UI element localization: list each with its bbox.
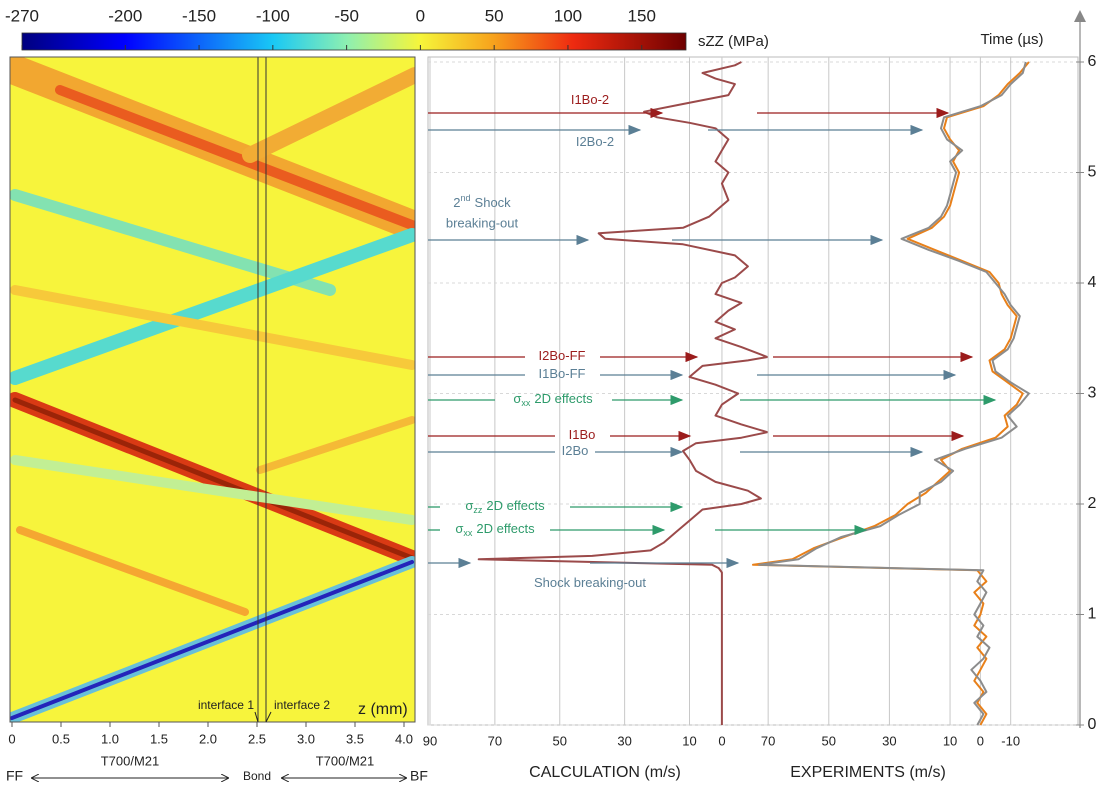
annotation-text: σ [465,498,473,513]
annotation-text: 2D effects [534,391,593,406]
annotation: σxx 2D effects [455,521,535,538]
x-tick-label: 10 [682,733,696,748]
x-tick-label: 0 [718,733,725,748]
annotation: I1Bo [569,427,596,442]
leader [254,711,259,723]
annotation: interface 2 [274,698,330,712]
annotation-text: I1Bo-2 [571,92,609,107]
annotation-subscript: xx [463,528,473,538]
x-tick-label: 10 [943,733,957,748]
annotation: σxx 2D effects [513,391,593,408]
x-tick-label: 70 [488,733,502,748]
annotation-text: I2Bo-FF [539,348,586,363]
x-tick-label: 2.5 [248,731,266,746]
leader [265,711,272,723]
colorbar-tick-label: -270 [5,6,39,25]
y-tick-label: 1 [1088,606,1097,623]
y-tick-label: 3 [1088,385,1097,402]
x-tick-label: 0.5 [52,731,70,746]
annotation-text: σ [513,391,521,406]
colorbar-label: sZZ (MPa) [698,33,769,50]
annotation-text: I1Bo-FF [539,366,586,381]
annotation-text: I2Bo-2 [576,134,614,149]
x-axis-label: z (mm) [358,701,408,718]
colorbar [21,32,687,51]
annotation: Shock breaking-out [534,575,646,590]
colorbar-tick-label: 0 [416,6,425,25]
time-axis-arrow [1074,10,1086,22]
annotation: I1Bo-FF [539,366,586,381]
heatmap-frame [9,56,416,723]
colorbar-tick-label: -50 [334,6,359,25]
heatmap [10,57,415,722]
annotation-text: 2D effects [476,521,535,536]
region-label: FF [6,768,23,784]
data-line [758,61,1030,726]
region-label: BF [410,768,428,784]
colorbar-tick-label: -100 [256,6,290,25]
x-tick-label: 3.0 [297,731,315,746]
annotation: breaking-out [446,215,519,230]
x-axis-label: CALCULATION (m/s) [529,764,681,781]
x-tick-label: 2.0 [199,731,217,746]
x-tick-label: 90 [423,733,437,748]
x-tick-label: -10 [1001,733,1020,748]
annotation: I2Bo [562,443,589,458]
y-tick-label: 0 [1088,716,1097,733]
annotation: I2Bo-2 [576,134,614,149]
annotation: σzz 2D effects [465,498,545,515]
annotation: 2nd Shock [453,193,511,210]
colorbar-tick-label: 100 [554,6,582,25]
y-tick-label: 5 [1088,164,1097,181]
annotation-subscript: zz [473,505,483,515]
annotation-superscript: nd [461,193,471,203]
colorbar-tick-label: 150 [628,6,656,25]
annotation-text: I1Bo [569,427,596,442]
x-tick-label: 70 [761,733,775,748]
annotation-text: σ [455,521,463,536]
x-tick-label: 0 [8,731,15,746]
x-tick-label: 50 [553,733,567,748]
data-line [752,61,1030,726]
annotation-text: 2 [453,195,460,210]
y-axis-label: Time (µs) [980,31,1043,48]
y-tick-label: 6 [1088,53,1097,70]
annotation-text: I2Bo [562,443,589,458]
colorbar-tick-label: -150 [182,6,216,25]
annotation-text: 2D effects [486,498,545,513]
y-tick-label: 4 [1088,274,1097,291]
region-label: Bond [243,769,271,783]
x-tick-label: 4.0 [395,731,413,746]
region-label: T700/M21 [316,753,375,768]
annotation: interface 1 [198,698,254,712]
x-tick-label: 3.5 [346,731,364,746]
colorbar-tick-label: -200 [108,6,142,25]
annotation: I2Bo-FF [539,348,586,363]
x-tick-label: 1.5 [150,731,168,746]
y-tick-label: 2 [1088,495,1097,512]
x-tick-label: 30 [617,733,631,748]
annotation-subscript: xx [521,398,531,408]
x-tick-label: 0 [977,733,984,748]
data-line [477,61,769,725]
x-axis-label: EXPERIMENTS (m/s) [790,764,946,781]
region-label: T700/M21 [101,753,160,768]
x-tick-label: 50 [822,733,836,748]
x-tick-label: 1.0 [101,731,119,746]
annotation: I1Bo-2 [571,92,609,107]
annotation-text: Shock breaking-out [534,575,646,590]
colorbar-tick-label: 50 [485,6,504,25]
annotation-text: Shock [475,195,512,210]
x-tick-label: 30 [882,733,896,748]
